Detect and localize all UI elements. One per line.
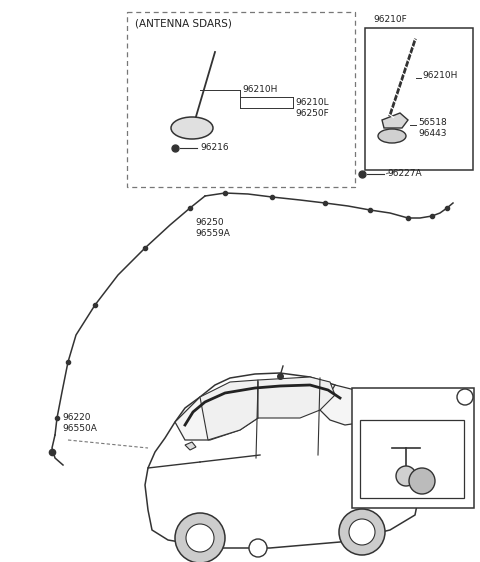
- Text: 96227A: 96227A: [387, 170, 421, 179]
- Polygon shape: [145, 373, 418, 548]
- Bar: [352, 388, 474, 508]
- Text: 96210L
96250F: 96210L 96250F: [295, 98, 329, 118]
- Circle shape: [175, 513, 225, 562]
- Polygon shape: [200, 380, 258, 440]
- Polygon shape: [185, 442, 196, 450]
- Text: 96210H: 96210H: [422, 70, 457, 79]
- Text: 96210H: 96210H: [242, 85, 277, 94]
- Circle shape: [349, 519, 375, 545]
- Polygon shape: [258, 377, 335, 418]
- Circle shape: [396, 466, 416, 486]
- Circle shape: [409, 468, 435, 494]
- Bar: [365, 28, 473, 170]
- Polygon shape: [382, 113, 408, 128]
- Text: 96220
96550A: 96220 96550A: [62, 413, 97, 433]
- Text: 95520A: 95520A: [364, 406, 402, 416]
- Polygon shape: [320, 385, 375, 425]
- Text: 56518
96443: 56518 96443: [418, 118, 447, 138]
- Text: 96210F: 96210F: [373, 16, 407, 25]
- Circle shape: [457, 389, 473, 405]
- Text: 96250
96559A: 96250 96559A: [195, 218, 230, 238]
- Circle shape: [249, 539, 267, 557]
- Bar: [360, 420, 464, 498]
- Text: (ANTENNA SDARS): (ANTENNA SDARS): [135, 19, 232, 29]
- Text: a: a: [462, 392, 468, 401]
- Text: a: a: [255, 543, 261, 552]
- Ellipse shape: [378, 129, 406, 143]
- Polygon shape: [175, 390, 258, 440]
- Circle shape: [339, 509, 385, 555]
- Bar: [127, 12, 355, 187]
- Circle shape: [186, 524, 214, 552]
- Text: 96216: 96216: [200, 143, 228, 152]
- Ellipse shape: [171, 117, 213, 139]
